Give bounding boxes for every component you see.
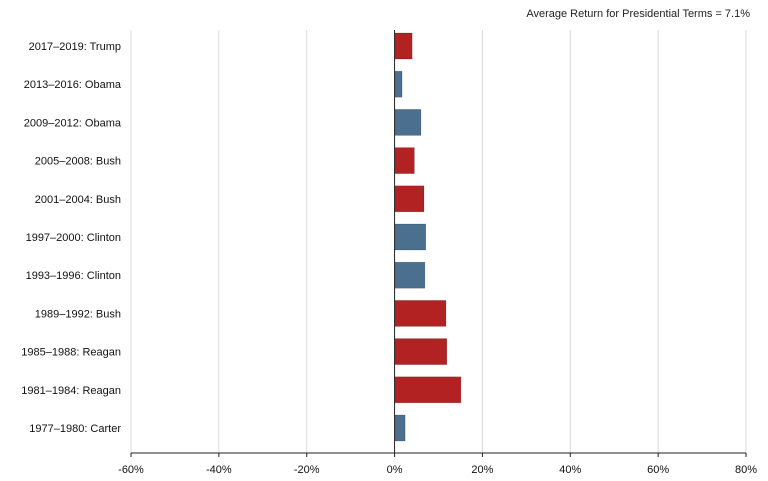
bar xyxy=(394,261,426,289)
bar xyxy=(394,185,425,213)
average-return-note: Average Return for Presidential Terms = … xyxy=(526,8,750,20)
bars xyxy=(394,32,462,442)
category-label: 2017–2019: Trump xyxy=(29,41,121,53)
x-tick-label: 40% xyxy=(559,464,581,476)
x-tick-label: -40% xyxy=(206,464,232,476)
x-tick-label: 0% xyxy=(387,464,403,476)
category-label: 1977–1980: Carter xyxy=(29,423,121,435)
category-label: 2009–2012: Obama xyxy=(24,117,122,129)
gridlines xyxy=(130,30,747,453)
category-label: 2001–2004: Bush xyxy=(35,194,121,206)
x-tick-label: 80% xyxy=(735,464,757,476)
bar xyxy=(394,32,413,60)
bar xyxy=(394,223,427,251)
bar xyxy=(394,70,403,98)
category-label: 2013–2016: Obama xyxy=(24,79,122,91)
bar xyxy=(394,376,462,404)
category-label: 1989–1992: Bush xyxy=(35,308,121,320)
category-label: 1993–1996: Clinton xyxy=(26,270,121,282)
bar xyxy=(394,414,406,442)
bar xyxy=(394,338,448,365)
category-label: 2005–2008: Bush xyxy=(35,156,121,168)
category-label: 1985–1988: Reagan xyxy=(21,347,121,359)
bar xyxy=(394,109,422,136)
x-tick-label: -20% xyxy=(294,464,320,476)
x-tick-label: -60% xyxy=(118,464,144,476)
x-tick-label: 60% xyxy=(647,464,669,476)
x-tick-label: 20% xyxy=(471,464,493,476)
x-axis-tick-labels: -60% -40% -20% 0% 20% 40% 60% 80% xyxy=(118,453,757,476)
bar xyxy=(394,300,447,327)
bar xyxy=(394,147,415,174)
category-label: 1981–1984: Reagan xyxy=(21,385,121,397)
category-label: 1997–2000: Clinton xyxy=(26,232,121,244)
category-labels: 2017–2019: Trump 2013–2016: Obama 2009–201… xyxy=(21,41,122,435)
